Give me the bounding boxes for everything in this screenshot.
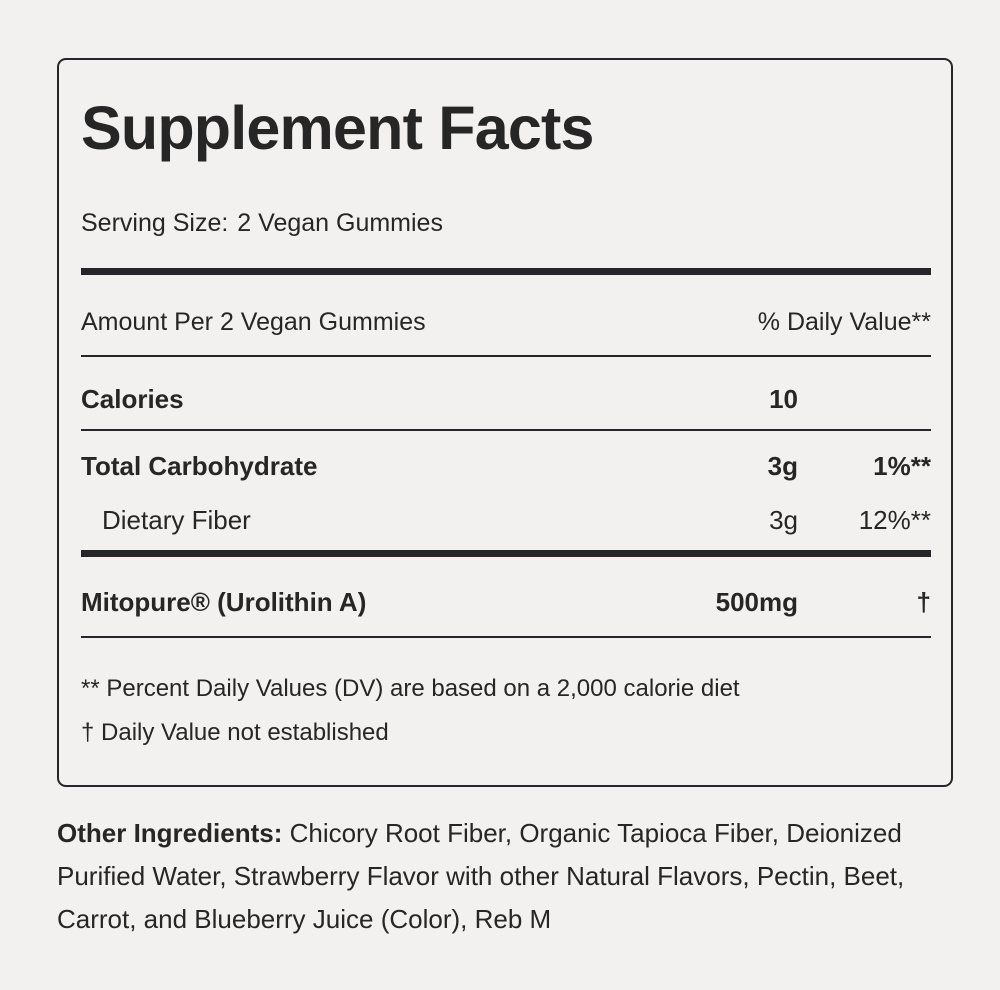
nutrient-name-dietary-fiber: Dietary Fiber (102, 505, 251, 535)
page-title: Supplement Facts (81, 94, 594, 162)
other-ingredients-label: Other Ingredients: (57, 818, 283, 848)
divider-under-header (81, 355, 931, 357)
daily-value-header-label: % Daily Value** (757, 308, 931, 336)
serving-size-row: Serving Size: 2 Vegan Gummies (81, 211, 443, 236)
nutrient-amount-dietary-fiber: 3g (769, 505, 798, 535)
supplement-facts-panel: Supplement Facts Serving Size: 2 Vegan Gu… (57, 58, 953, 787)
nutrient-name-calories: Calories (81, 384, 184, 414)
serving-size-label: Serving Size: (81, 209, 229, 237)
table-row: Total Carbohydrate 3g 1%** (81, 451, 931, 482)
divider-bottom (81, 636, 931, 638)
nutrient-dv-dietary-fiber: 12%** (858, 505, 931, 535)
table-row: Mitopure® (Urolithin A) 500mg † (81, 587, 931, 618)
divider-thick-middle (81, 550, 931, 557)
nutrient-amount-calories: 10 (769, 384, 798, 414)
footnote-daily-value: ** Percent Daily Values (DV) are based o… (81, 675, 740, 702)
nutrient-name-mitopure: Mitopure® (Urolithin A) (81, 587, 367, 617)
other-ingredients-text: Chicory Root Fiber, Organic Tapioca Fibe… (57, 818, 905, 934)
nutrient-amount-mitopure: 500mg (715, 587, 798, 617)
nutrient-name-total-carbohydrate: Total Carbohydrate (81, 451, 318, 481)
serving-size-value: 2 Vegan Gummies (237, 209, 443, 237)
table-row: Calories 10 (81, 384, 931, 415)
nutrient-dv-mitopure: † (916, 587, 931, 617)
other-ingredients-block: Other Ingredients: Chicory Root Fiber, O… (57, 812, 933, 941)
amount-per-serving-label: Amount Per 2 Vegan Gummies (81, 308, 426, 336)
supplement-facts-inner: Supplement Facts Serving Size: 2 Vegan Gu… (81, 60, 931, 785)
table-row: Dietary Fiber 3g 12%** (81, 505, 931, 536)
nutrient-dv-total-carbohydrate: 1%** (873, 451, 931, 481)
divider-thick-top (81, 268, 931, 275)
table-header-row: Amount Per 2 Vegan Gummies % Daily Value… (81, 308, 931, 337)
nutrient-amount-total-carbohydrate: 3g (767, 451, 798, 481)
divider-under-calories (81, 429, 931, 431)
footnote-dagger: † Daily Value not established (81, 719, 389, 746)
